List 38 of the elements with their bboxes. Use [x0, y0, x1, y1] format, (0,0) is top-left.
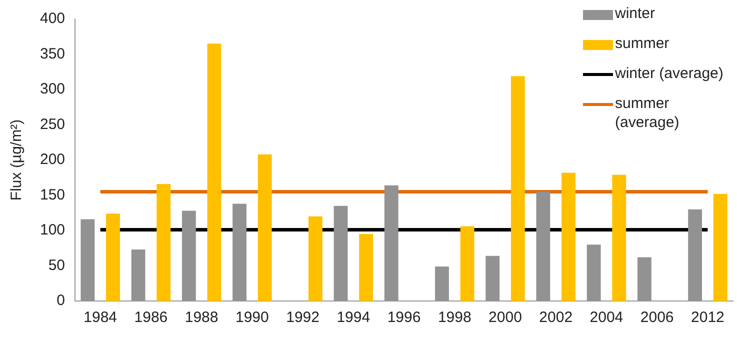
bar — [612, 174, 626, 301]
bar — [106, 214, 120, 301]
legend-label: winter — [615, 4, 656, 23]
bar — [156, 184, 171, 301]
legend-label: winter (average) — [615, 64, 724, 83]
x-tick-label: 1992 — [286, 309, 320, 326]
bar — [207, 44, 222, 301]
bar — [713, 194, 728, 301]
bar — [460, 226, 474, 301]
x-tick-label: 2012 — [691, 309, 724, 326]
y-tick-label: 0 — [56, 292, 66, 310]
x-tick-label: 1996 — [387, 309, 421, 326]
x-tick-label: 1988 — [184, 309, 218, 326]
bar — [258, 154, 272, 301]
x-tick-label: 1998 — [438, 309, 472, 326]
y-tick-label: 200 — [40, 151, 66, 168]
legend-label: summer — [615, 34, 670, 53]
x-tick-label: 1984 — [84, 309, 118, 326]
x-tick-label: 2004 — [590, 309, 624, 326]
y-tick-label: 150 — [40, 186, 66, 204]
bar — [562, 172, 576, 301]
x-tick-label: 1990 — [235, 309, 269, 326]
bar — [308, 216, 322, 301]
legend-label: summer (average) — [615, 94, 680, 132]
bar — [510, 76, 525, 301]
y-tick-label: 100 — [40, 222, 66, 239]
x-tick-label: 1994 — [336, 309, 370, 326]
y-tick-label: 300 — [40, 80, 66, 98]
bar — [359, 234, 374, 301]
y-tick-label: 50 — [48, 256, 66, 274]
y-tick-label: 400 — [40, 10, 66, 28]
y-tick-label: 250 — [40, 116, 66, 133]
x-tick-label: 1986 — [134, 309, 168, 326]
x-tick-label: 2002 — [539, 309, 573, 326]
x-tick-label: 2006 — [640, 309, 674, 326]
y-axis-title: Flux (µg/m²) — [8, 119, 26, 201]
x-tick-label: 2000 — [488, 309, 522, 326]
y-tick-label: 350 — [40, 45, 66, 62]
